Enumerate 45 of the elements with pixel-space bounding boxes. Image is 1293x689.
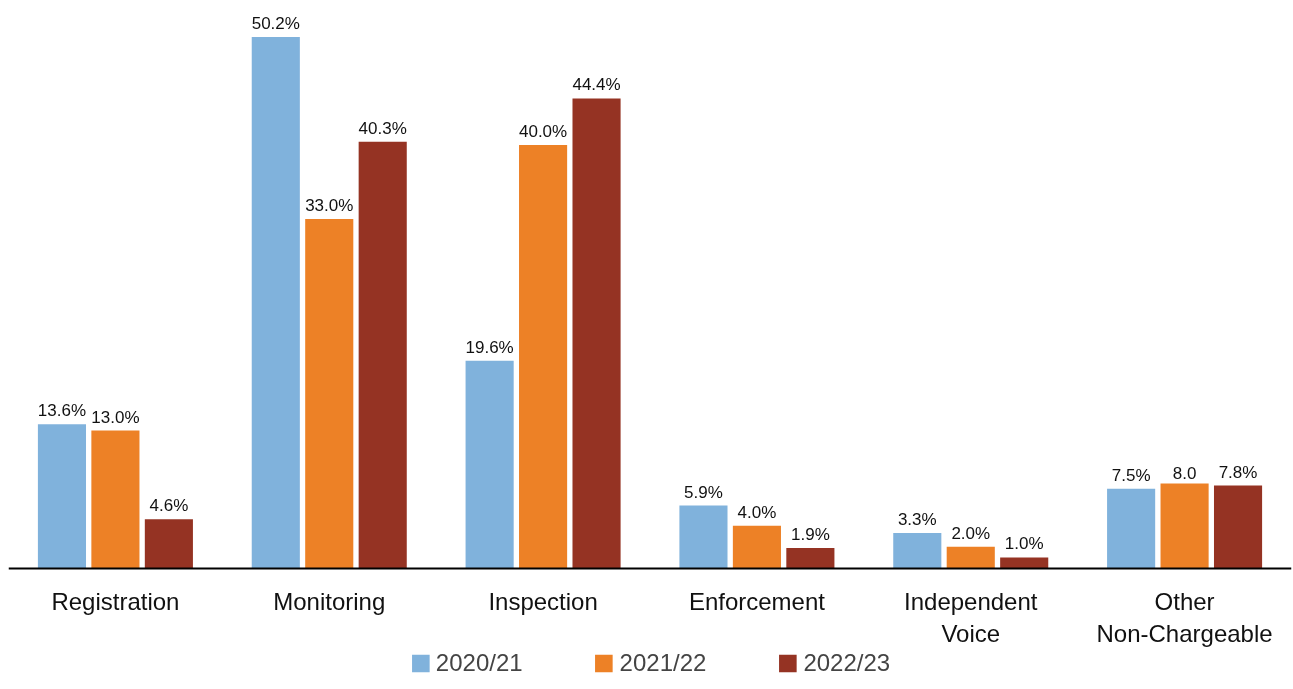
x-tick-label: Enforcement	[688, 588, 826, 615]
bar	[37, 424, 87, 568]
data-label: 7.8%	[1218, 462, 1258, 482]
x-tick-label: Monitoring	[273, 588, 386, 615]
data-label: 1.9%	[791, 524, 830, 544]
bar	[465, 360, 514, 568]
x-tick-label: Inspection	[488, 588, 598, 615]
data-label: 13.0%	[91, 407, 140, 427]
data-label: 8.0	[1172, 464, 1197, 484]
data-label: 2.0%	[951, 523, 991, 543]
x-tick-label: Independent Voice	[904, 588, 1038, 648]
bar	[519, 144, 568, 568]
x-tick-label: Other Non-Chargeable	[1096, 588, 1273, 648]
bar	[358, 141, 407, 568]
data-label: 13.6%	[37, 401, 87, 421]
data-label: 1.0%	[1004, 534, 1044, 554]
data-label: 4.6%	[149, 496, 189, 516]
bar	[1000, 557, 1049, 568]
data-label: 5.9%	[684, 482, 723, 502]
bar	[732, 525, 781, 568]
bar	[1160, 483, 1209, 568]
data-label: 19.6%	[465, 337, 514, 357]
bar	[572, 98, 621, 568]
data-label: 33.0%	[305, 195, 354, 215]
data-label: 44.4%	[572, 75, 621, 95]
data-label: 40.3%	[358, 118, 407, 138]
data-label: 40.0%	[518, 121, 568, 141]
bar	[786, 547, 835, 568]
bar	[91, 430, 140, 568]
bar	[1213, 485, 1263, 568]
bar	[679, 505, 728, 568]
data-label: 7.5%	[1111, 465, 1151, 485]
bar	[893, 533, 942, 568]
bar	[946, 546, 995, 568]
data-label: 4.0%	[737, 502, 777, 522]
bar	[251, 37, 300, 568]
legend-label: 2021/22	[619, 649, 707, 677]
data-label: 3.3%	[897, 510, 937, 530]
x-tick-label: Registration	[51, 588, 180, 615]
bar	[144, 519, 193, 568]
data-label: 50.2%	[251, 14, 300, 34]
bar	[1107, 488, 1156, 568]
legend-label: 2022/23	[803, 649, 891, 677]
bar	[305, 218, 354, 568]
legend-label: 2020/21	[435, 649, 523, 677]
